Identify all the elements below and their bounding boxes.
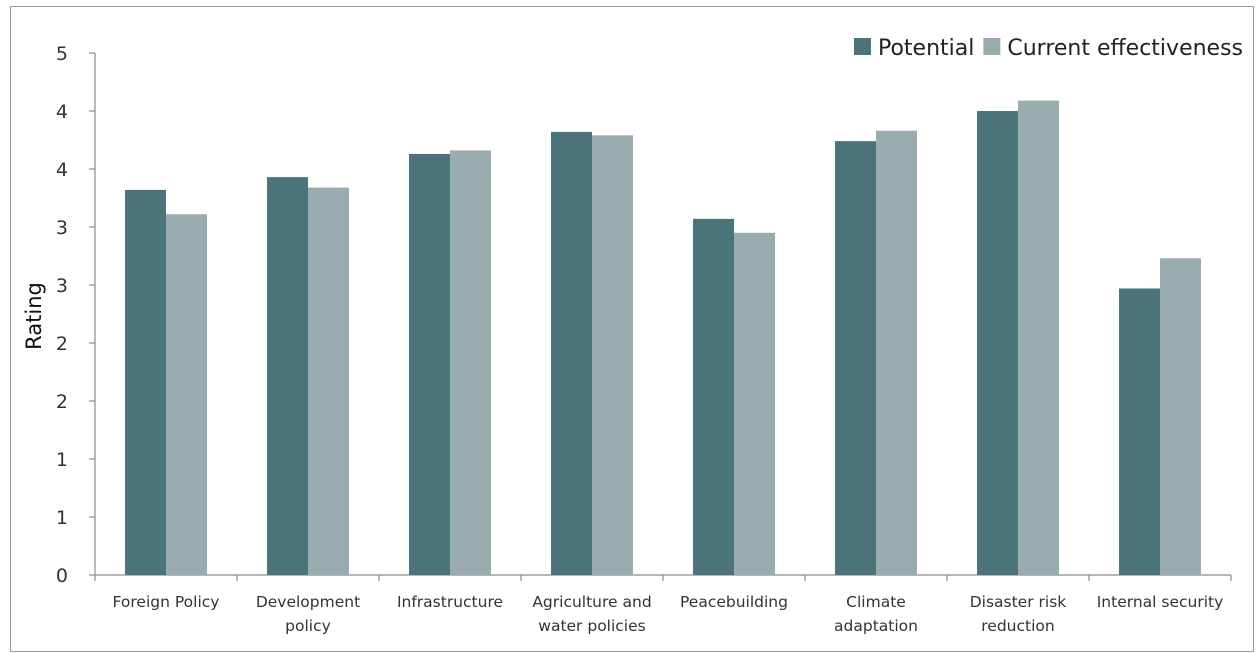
bar-current-effectiveness: [1160, 258, 1201, 575]
bar-current-effectiveness: [876, 130, 917, 575]
bar-potential: [977, 111, 1018, 575]
legend-item: Potential: [853, 36, 974, 61]
bar-current-effectiveness: [592, 135, 633, 576]
legend: Potential Current effectiveness: [853, 36, 1243, 61]
bar-potential: [835, 141, 876, 575]
bar-potential: [693, 218, 734, 575]
y-axis-ticks: 0 1 1 2 2 3 3 4 4 5: [56, 43, 95, 587]
bar-potential: [409, 153, 450, 576]
y-tick-label: 2: [56, 333, 68, 355]
y-tick-label: 4: [56, 101, 68, 123]
legend-item: Current effectiveness: [983, 36, 1243, 61]
bars: [125, 100, 1201, 576]
x-tick-label: Climate adaptation: [834, 593, 918, 635]
axes: [94, 53, 1232, 581]
y-tick-label: 3: [56, 217, 68, 239]
bar-current-effectiveness: [734, 232, 775, 576]
y-axis-title: Rating: [22, 282, 46, 350]
bar-current-effectiveness: [1018, 100, 1059, 575]
y-tick-label: 1: [56, 507, 68, 529]
y-tick-label: 3: [56, 275, 68, 297]
x-tick-label: Infrastructure: [397, 593, 503, 611]
bar-potential: [125, 189, 166, 575]
x-tick-label: Development policy: [256, 593, 360, 635]
bar-current-effectiveness: [450, 150, 491, 575]
legend-swatch: [983, 38, 1001, 55]
legend-label: Potential: [878, 36, 974, 61]
x-tick-label: Agriculture and water policies: [532, 593, 651, 635]
y-tick-label: 1: [56, 449, 68, 471]
legend-label: Current effectiveness: [1007, 36, 1243, 61]
y-tick-label: 2: [56, 391, 68, 413]
x-tick-label: Disaster risk reduction: [970, 593, 1067, 635]
x-axis-labels: Foreign Policy Development policy Infrastru…: [113, 593, 1224, 635]
bar-potential: [1119, 288, 1160, 575]
bar-current-effectiveness: [166, 214, 207, 576]
x-tick-label: Internal security: [1097, 593, 1224, 611]
bar-potential: [267, 177, 308, 575]
x-tick-label: Foreign Policy: [113, 593, 220, 611]
bar-current-effectiveness: [308, 187, 349, 575]
y-tick-label: 4: [56, 159, 68, 181]
legend-swatch: [853, 38, 871, 55]
y-axis-title-text: Rating: [22, 282, 46, 350]
y-tick-label: 0: [56, 565, 68, 587]
bar-potential: [551, 131, 592, 575]
x-tick-label: Peacebuilding: [680, 593, 788, 611]
y-tick-label: 5: [56, 43, 68, 65]
